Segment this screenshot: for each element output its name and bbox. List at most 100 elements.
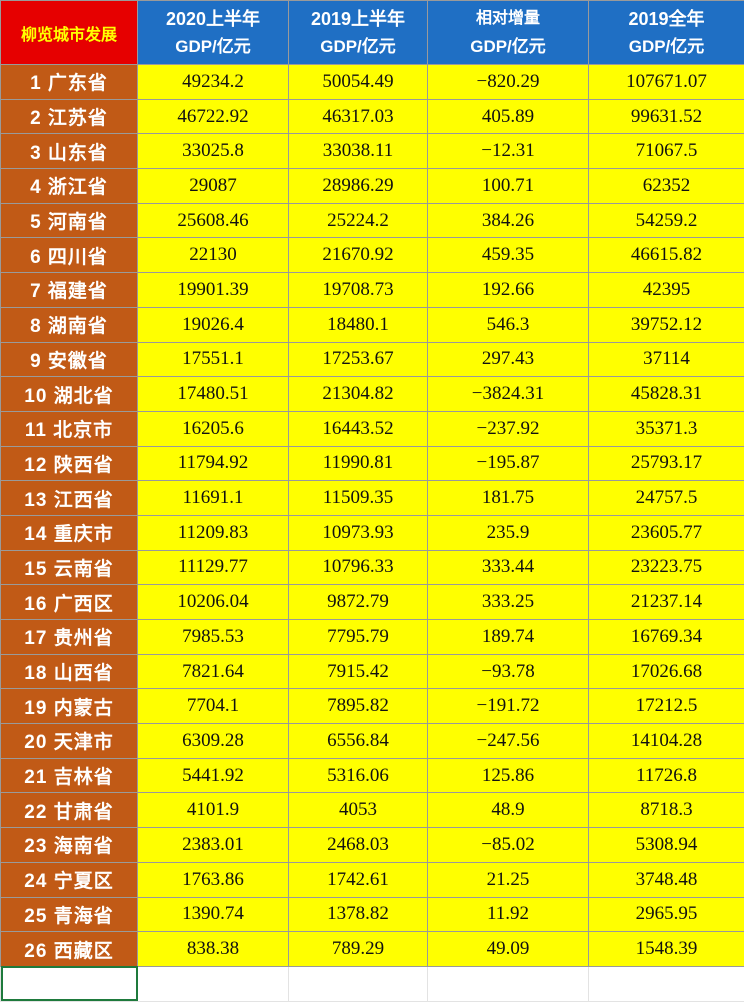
value-cell[interactable]: 4101.9 bbox=[138, 793, 289, 828]
value-cell[interactable]: 29087 bbox=[138, 169, 289, 204]
row-label[interactable]: 23 海南省 bbox=[1, 828, 138, 863]
value-cell[interactable]: 10796.33 bbox=[289, 550, 428, 585]
value-cell[interactable]: −85.02 bbox=[428, 828, 589, 863]
row-label[interactable]: 1 广东省 bbox=[1, 65, 138, 100]
value-cell[interactable]: 16205.6 bbox=[138, 411, 289, 446]
value-cell[interactable]: 2383.01 bbox=[138, 828, 289, 863]
value-cell[interactable]: 19026.4 bbox=[138, 307, 289, 342]
value-cell[interactable]: −195.87 bbox=[428, 446, 589, 481]
value-cell[interactable]: −3824.31 bbox=[428, 377, 589, 412]
row-label[interactable]: 20 天津市 bbox=[1, 724, 138, 759]
value-cell[interactable]: 46722.92 bbox=[138, 99, 289, 134]
value-cell[interactable]: 25793.17 bbox=[589, 446, 744, 481]
value-cell[interactable]: 297.43 bbox=[428, 342, 589, 377]
value-cell[interactable]: −247.56 bbox=[428, 724, 589, 759]
value-cell[interactable]: −820.29 bbox=[428, 65, 589, 100]
value-cell[interactable]: 11129.77 bbox=[138, 550, 289, 585]
row-label[interactable]: 19 内蒙古 bbox=[1, 689, 138, 724]
value-cell[interactable]: 5316.06 bbox=[289, 758, 428, 793]
selected-empty-cell[interactable] bbox=[1, 966, 138, 1001]
value-cell[interactable]: 100.71 bbox=[428, 169, 589, 204]
value-cell[interactable]: 4053 bbox=[289, 793, 428, 828]
row-label[interactable]: 14 重庆市 bbox=[1, 515, 138, 550]
value-cell[interactable]: 37114 bbox=[589, 342, 744, 377]
row-label[interactable]: 7 福建省 bbox=[1, 273, 138, 308]
value-cell[interactable]: 9872.79 bbox=[289, 585, 428, 620]
value-cell[interactable]: 46317.03 bbox=[289, 99, 428, 134]
value-cell[interactable]: 7915.42 bbox=[289, 654, 428, 689]
value-cell[interactable]: 49.09 bbox=[428, 932, 589, 967]
value-cell[interactable]: 14104.28 bbox=[589, 724, 744, 759]
value-cell[interactable]: 23223.75 bbox=[589, 550, 744, 585]
value-cell[interactable]: 789.29 bbox=[289, 932, 428, 967]
row-label[interactable]: 24 宁夏区 bbox=[1, 862, 138, 897]
value-cell[interactable]: 11794.92 bbox=[138, 446, 289, 481]
value-cell[interactable]: 46615.82 bbox=[589, 238, 744, 273]
value-cell[interactable]: 8718.3 bbox=[589, 793, 744, 828]
value-cell[interactable]: 28986.29 bbox=[289, 169, 428, 204]
value-cell[interactable]: 10206.04 bbox=[138, 585, 289, 620]
value-cell[interactable]: 235.9 bbox=[428, 515, 589, 550]
value-cell[interactable]: 7985.53 bbox=[138, 620, 289, 655]
value-cell[interactable]: 33025.8 bbox=[138, 134, 289, 169]
value-cell[interactable]: 10973.93 bbox=[289, 515, 428, 550]
brand-cell[interactable]: 柳览城市发展 bbox=[1, 1, 138, 65]
value-cell[interactable]: 21237.14 bbox=[589, 585, 744, 620]
value-cell[interactable]: 333.44 bbox=[428, 550, 589, 585]
value-cell[interactable]: 48.9 bbox=[428, 793, 589, 828]
value-cell[interactable]: 21.25 bbox=[428, 862, 589, 897]
value-cell[interactable]: 11209.83 bbox=[138, 515, 289, 550]
value-cell[interactable]: 17026.68 bbox=[589, 654, 744, 689]
value-cell[interactable]: 405.89 bbox=[428, 99, 589, 134]
value-cell[interactable]: 17212.5 bbox=[589, 689, 744, 724]
value-cell[interactable]: 3748.48 bbox=[589, 862, 744, 897]
value-cell[interactable]: 2468.03 bbox=[289, 828, 428, 863]
row-label[interactable]: 25 青海省 bbox=[1, 897, 138, 932]
row-label[interactable]: 10 湖北省 bbox=[1, 377, 138, 412]
value-cell[interactable]: 99631.52 bbox=[589, 99, 744, 134]
row-label[interactable]: 17 贵州省 bbox=[1, 620, 138, 655]
value-cell[interactable]: 16769.34 bbox=[589, 620, 744, 655]
header-increment[interactable]: 相对增量 GDP/亿元 bbox=[428, 1, 589, 65]
value-cell[interactable]: −237.92 bbox=[428, 411, 589, 446]
value-cell[interactable]: 39752.12 bbox=[589, 307, 744, 342]
row-label[interactable]: 13 江西省 bbox=[1, 481, 138, 516]
value-cell[interactable]: 5308.94 bbox=[589, 828, 744, 863]
value-cell[interactable]: 384.26 bbox=[428, 203, 589, 238]
value-cell[interactable]: 23605.77 bbox=[589, 515, 744, 550]
value-cell[interactable]: 24757.5 bbox=[589, 481, 744, 516]
value-cell[interactable]: 54259.2 bbox=[589, 203, 744, 238]
row-label[interactable]: 2 江苏省 bbox=[1, 99, 138, 134]
value-cell[interactable]: 333.25 bbox=[428, 585, 589, 620]
row-label[interactable]: 21 吉林省 bbox=[1, 758, 138, 793]
value-cell[interactable]: 62352 bbox=[589, 169, 744, 204]
value-cell[interactable]: 189.74 bbox=[428, 620, 589, 655]
row-label[interactable]: 6 四川省 bbox=[1, 238, 138, 273]
header-2020-h1[interactable]: 2020上半年 GDP/亿元 bbox=[138, 1, 289, 65]
value-cell[interactable]: 7795.79 bbox=[289, 620, 428, 655]
value-cell[interactable]: 11726.8 bbox=[589, 758, 744, 793]
value-cell[interactable]: −93.78 bbox=[428, 654, 589, 689]
empty-cell[interactable] bbox=[428, 966, 589, 1001]
value-cell[interactable]: 25608.46 bbox=[138, 203, 289, 238]
row-label[interactable]: 4 浙江省 bbox=[1, 169, 138, 204]
value-cell[interactable]: 35371.3 bbox=[589, 411, 744, 446]
value-cell[interactable]: 11509.35 bbox=[289, 481, 428, 516]
value-cell[interactable]: 1742.61 bbox=[289, 862, 428, 897]
value-cell[interactable]: 25224.2 bbox=[289, 203, 428, 238]
value-cell[interactable]: 45828.31 bbox=[589, 377, 744, 412]
row-label[interactable]: 16 广西区 bbox=[1, 585, 138, 620]
value-cell[interactable]: 181.75 bbox=[428, 481, 589, 516]
value-cell[interactable]: 22130 bbox=[138, 238, 289, 273]
value-cell[interactable]: −12.31 bbox=[428, 134, 589, 169]
value-cell[interactable]: 192.66 bbox=[428, 273, 589, 308]
value-cell[interactable]: 5441.92 bbox=[138, 758, 289, 793]
value-cell[interactable]: 11.92 bbox=[428, 897, 589, 932]
value-cell[interactable]: 50054.49 bbox=[289, 65, 428, 100]
row-label[interactable]: 5 河南省 bbox=[1, 203, 138, 238]
value-cell[interactable]: 1548.39 bbox=[589, 932, 744, 967]
header-2019-full[interactable]: 2019全年 GDP/亿元 bbox=[589, 1, 744, 65]
value-cell[interactable]: 1763.86 bbox=[138, 862, 289, 897]
row-label[interactable]: 26 西藏区 bbox=[1, 932, 138, 967]
value-cell[interactable]: 838.38 bbox=[138, 932, 289, 967]
